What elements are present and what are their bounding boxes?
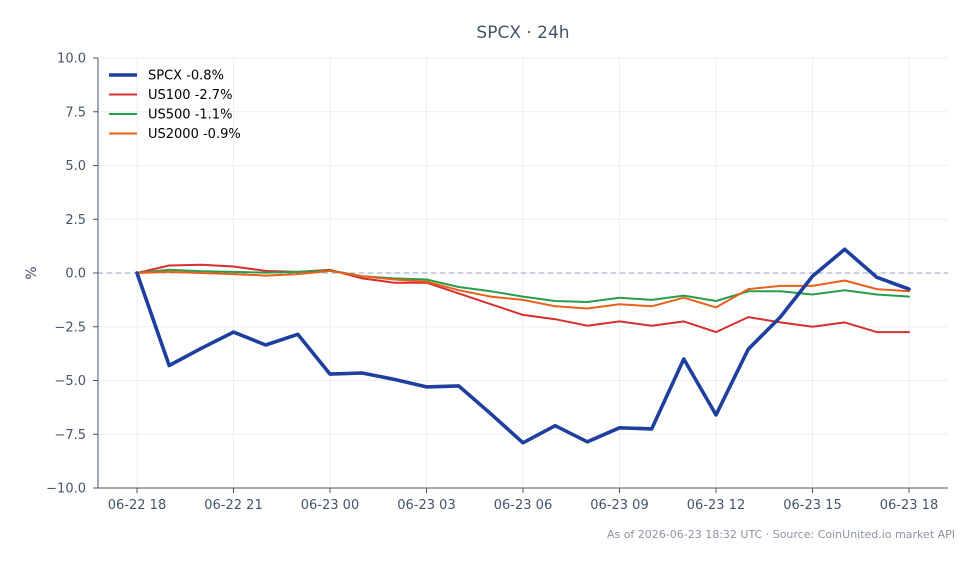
chart-title: SPCX · 24h [476, 23, 569, 43]
y-tick-label: −10.0 [46, 482, 86, 497]
series-line-us2000 [136, 269, 910, 310]
y-tick-label: −7.5 [54, 428, 86, 443]
y-tick-label: 5.0 [65, 159, 86, 174]
x-tick-label: 06-23 12 [687, 498, 745, 513]
legend: SPCX -0.8% US100 -2.7% US500 -1.1% US2000 -… [109, 69, 241, 142]
x-tick-label: 06-23 15 [783, 498, 841, 513]
y-ticks: 10.0 7.5 5.0 2.5 0.0 −2.5 −5.0 −7.5 −10.0 [46, 52, 98, 497]
legend-label-spcx: SPCX -0.8% [148, 69, 224, 84]
y-tick-label: 2.5 [65, 213, 86, 228]
y-tick-label: −2.5 [54, 320, 86, 335]
x-tick-label: 06-23 06 [494, 498, 552, 513]
y-tick-label: 10.0 [57, 52, 86, 67]
y-tick-label: 7.5 [65, 105, 86, 120]
y-axis-label: % [24, 266, 40, 279]
series [135, 247, 911, 445]
series-line-us500 [136, 268, 910, 303]
legend-label-us2000: US2000 -0.9% [148, 127, 241, 142]
x-tick-label: 06-23 18 [880, 498, 938, 513]
source-footnote: As of 2026-06-23 18:32 UTC · Source: Coi… [607, 528, 955, 541]
legend-label-us100: US100 -2.7% [148, 88, 232, 103]
series-line-spcx [135, 247, 911, 445]
x-ticks: 06-22 18 06-22 21 06-23 00 06-23 03 06-23 06… [108, 488, 938, 513]
series-line-us100 [136, 263, 910, 334]
y-tick-label: −5.0 [54, 374, 86, 389]
x-tick-label: 06-23 00 [301, 498, 359, 513]
legend-label-us500: US500 -1.1% [148, 108, 232, 123]
y-tick-label: 0.0 [65, 267, 86, 282]
x-tick-label: 06-23 03 [397, 498, 455, 513]
x-tick-label: 06-22 21 [204, 498, 262, 513]
x-tick-label: 06-22 18 [108, 498, 166, 513]
x-tick-label: 06-23 09 [590, 498, 648, 513]
